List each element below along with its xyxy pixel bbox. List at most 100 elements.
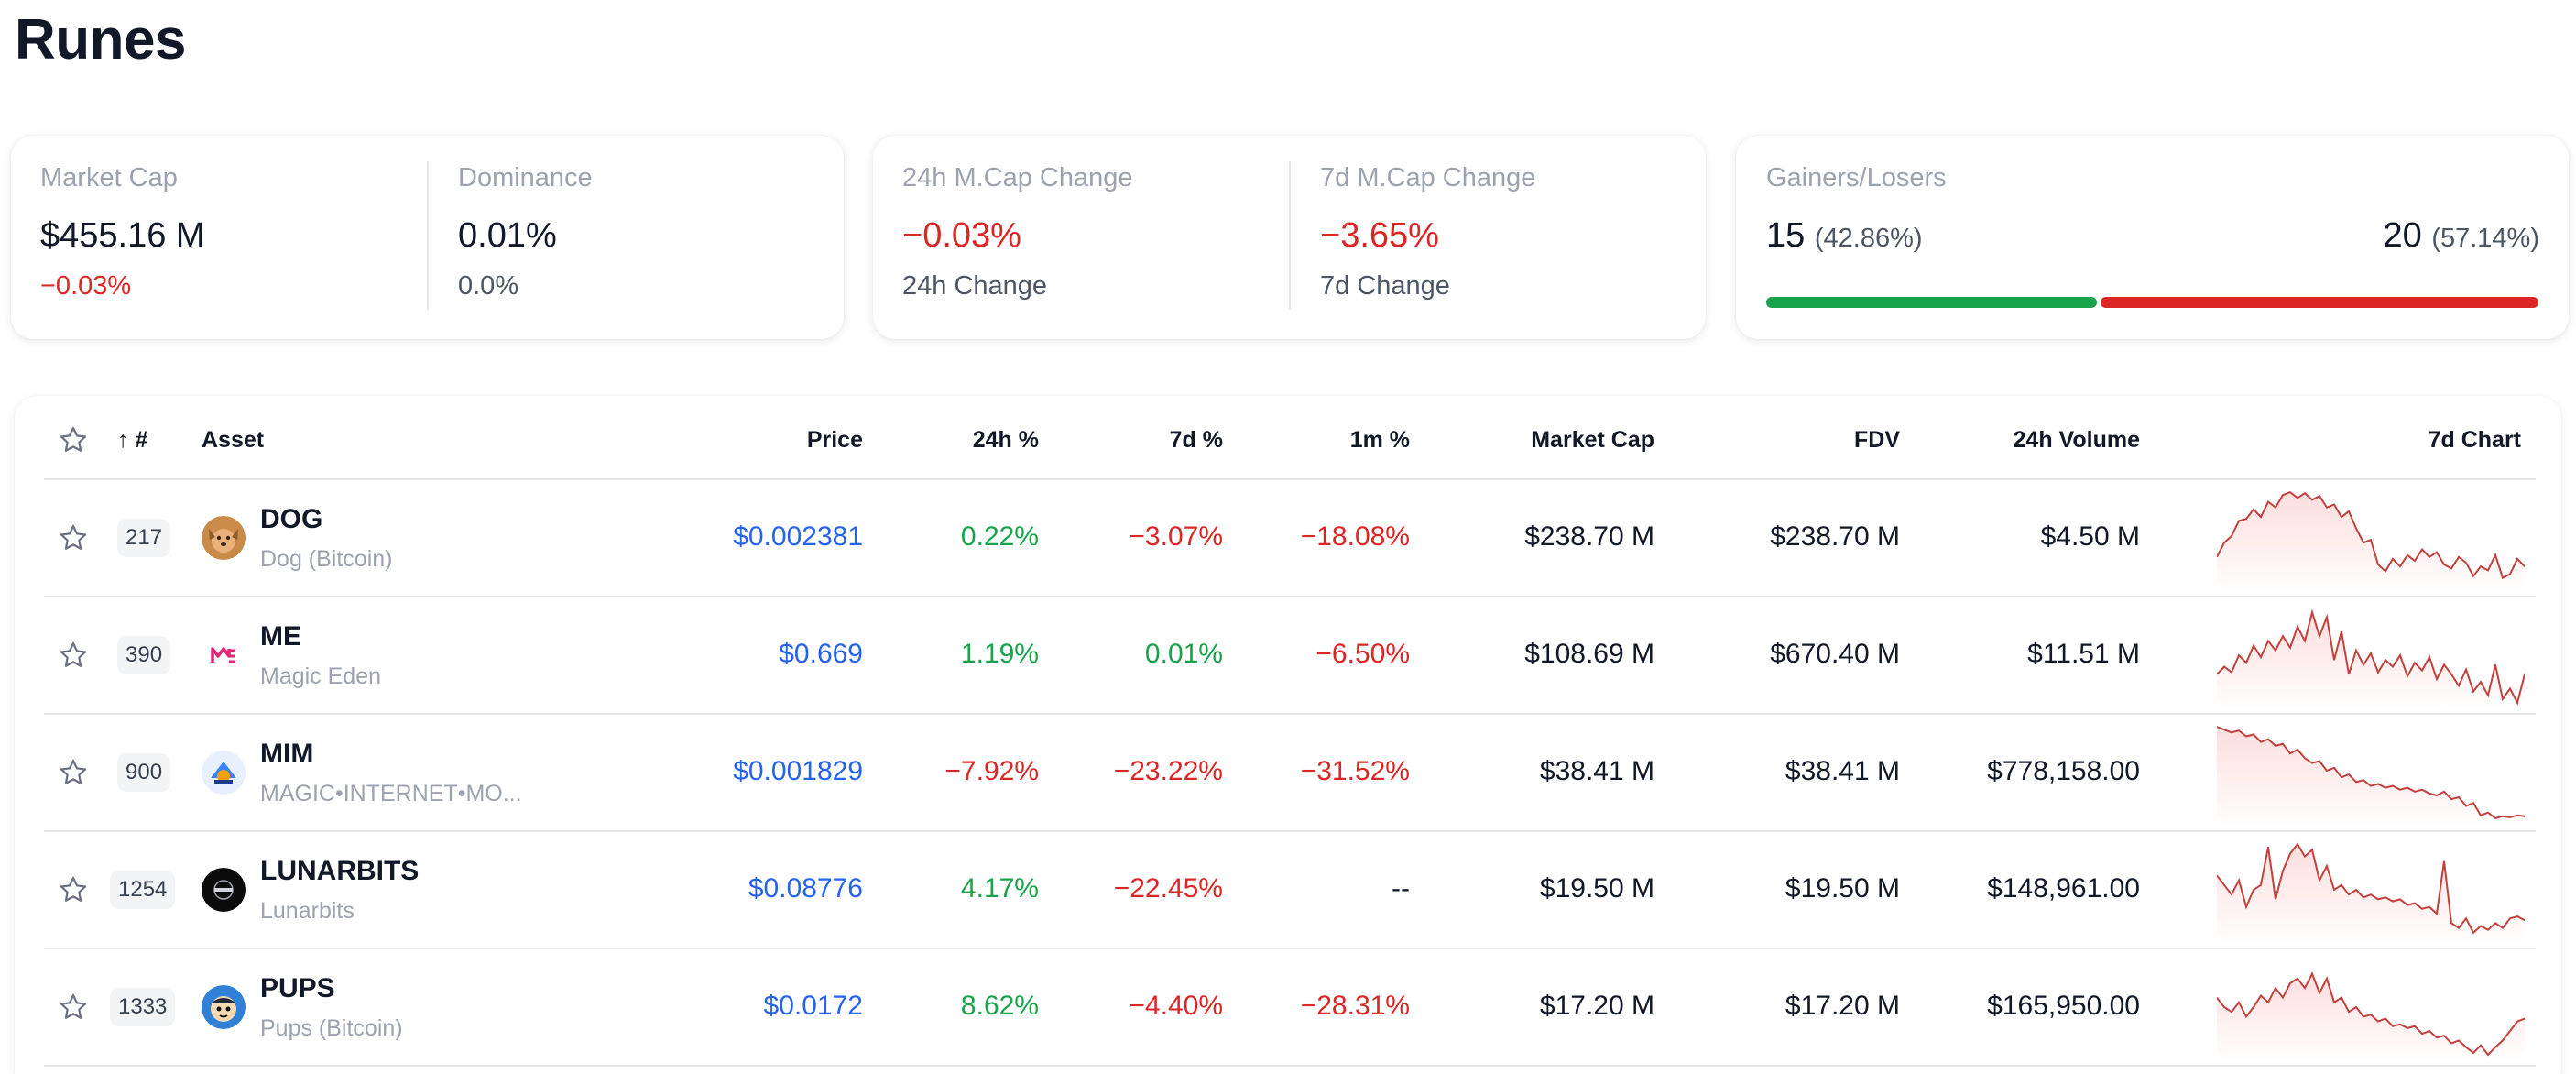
sparkline-line: [2217, 726, 2525, 819]
sparkline-line: [2217, 490, 2525, 580]
change-7d-label: 7d M.Cap Change: [1320, 163, 1536, 192]
fdv-cell: $19.50 M: [1785, 873, 1900, 904]
sparkline-7d: [2217, 490, 2525, 593]
row-divider: [44, 830, 2536, 832]
sparkline-7d: [2217, 842, 2525, 945]
change-7d-sub: 7d Change: [1320, 271, 1450, 301]
sparkline-7d: [2217, 971, 2525, 1062]
losers-percent: (57.14%): [2431, 224, 2539, 253]
column-price[interactable]: Price: [806, 427, 863, 453]
rank-badge: 217: [117, 519, 171, 557]
losers-count: 20 (57.14%): [2383, 216, 2539, 256]
rank-badge: 1254: [110, 871, 176, 909]
market-cap-label: Market Cap: [40, 163, 178, 192]
asset-symbol[interactable]: LUNARBITS: [260, 856, 420, 886]
rank-badge: 390: [117, 636, 171, 674]
market-cap-cell: $17.20 M: [1539, 991, 1654, 1021]
change-7d-value: −3.65%: [1320, 216, 1439, 255]
dominance-label: Dominance: [458, 163, 593, 192]
price-cell: $0.001829: [733, 756, 863, 786]
star-icon[interactable]: [58, 424, 89, 455]
header-divider: [44, 478, 2536, 480]
sparkline-line: [2217, 608, 2525, 706]
column-asset[interactable]: Asset: [202, 427, 265, 453]
asset-name: Magic Eden: [260, 663, 382, 689]
page-title: Runes: [15, 8, 186, 71]
column-24h-change[interactable]: 24h %: [972, 427, 1039, 453]
sparkline-7d: [2217, 726, 2525, 827]
star-icon[interactable]: [58, 757, 89, 788]
gainers-count: 15 (42.86%): [1766, 216, 1923, 256]
price-cell: $0.08776: [748, 873, 863, 904]
fdv-cell: $670.40 M: [1770, 639, 1900, 669]
asset-symbol[interactable]: MIM: [260, 739, 314, 769]
volume-24h-cell: $778,158.00: [1987, 756, 2140, 786]
change-24h-cell: 8.62%: [960, 991, 1039, 1021]
market-cap-change: −0.03%: [40, 271, 132, 301]
gainers-losers-label: Gainers/Losers: [1766, 163, 1947, 192]
volume-24h-cell: $11.51 M: [2027, 639, 2140, 669]
fdv-cell: $238.70 M: [1770, 521, 1900, 552]
change-1m-cell: −28.31%: [1300, 991, 1410, 1021]
market-cap-cell: $108.69 M: [1524, 639, 1654, 669]
change-24h-sub: 24h Change: [902, 271, 1048, 301]
asset-symbol[interactable]: ME: [260, 621, 301, 652]
dominance-change: 0.0%: [458, 271, 519, 301]
star-icon[interactable]: [58, 522, 89, 553]
rank-badge: 1333: [110, 988, 176, 1026]
asset-name: Dog (Bitcoin): [260, 546, 393, 572]
column-7d-chart[interactable]: 7d Chart: [2428, 427, 2521, 453]
row-divider: [44, 1065, 2536, 1067]
column-market-cap[interactable]: Market Cap: [1531, 427, 1654, 453]
divider: [427, 161, 429, 310]
column-7d-change[interactable]: 7d %: [1169, 427, 1223, 453]
sparkline-7d: [2217, 608, 2525, 710]
column-rank[interactable]: ↑ #: [117, 427, 148, 453]
star-icon[interactable]: [58, 640, 89, 671]
price-cell: $0.0172: [763, 991, 863, 1021]
change-24h-label: 24h M.Cap Change: [902, 163, 1133, 192]
market-cap-cell: $19.50 M: [1539, 873, 1654, 904]
sparkline-area: [2217, 844, 2525, 945]
change-1m-cell: −18.08%: [1300, 521, 1410, 552]
market-cap-value: $455.16 M: [40, 216, 205, 255]
losers-number: 20: [2383, 216, 2422, 255]
market-cap-cell: $38.41 M: [1539, 756, 1654, 786]
asset-name: MAGIC•INTERNET•MO...: [260, 781, 522, 806]
volume-24h-cell: $4.50 M: [2040, 521, 2140, 552]
dog-icon: [202, 516, 246, 560]
column-24h-volume[interactable]: 24h Volume: [2013, 427, 2140, 453]
row-divider: [44, 596, 2536, 597]
market-cap-cell: $238.70 M: [1524, 521, 1654, 552]
change-1m-cell: −31.52%: [1300, 756, 1410, 786]
sparkline-area: [2217, 612, 2525, 710]
change-7d-cell: −22.45%: [1113, 873, 1223, 904]
gainers-bar: [1766, 297, 2097, 308]
sparkline-line: [2217, 842, 2525, 935]
fdv-cell: $17.20 M: [1785, 991, 1900, 1021]
fdv-cell: $38.41 M: [1785, 756, 1900, 786]
change-7d-cell: 0.01%: [1144, 639, 1223, 669]
change-1m-cell: --: [1392, 873, 1410, 904]
mim-icon: [202, 751, 246, 795]
change-24h-value: −0.03%: [902, 216, 1021, 255]
rank-badge: 900: [117, 753, 171, 792]
column-1m-change[interactable]: 1m %: [1349, 427, 1410, 453]
row-divider: [44, 713, 2536, 715]
change-7d-cell: −3.07%: [1129, 521, 1223, 552]
asset-symbol[interactable]: DOG: [260, 504, 323, 534]
column-fdv[interactable]: FDV: [1854, 427, 1900, 453]
star-icon[interactable]: [58, 874, 89, 905]
pups-icon: [202, 985, 246, 1029]
asset-symbol[interactable]: PUPS: [260, 973, 335, 1003]
row-divider: [44, 948, 2536, 949]
gainers-percent: (42.86%): [1814, 224, 1923, 253]
asset-name: Lunarbits: [260, 898, 355, 924]
star-icon[interactable]: [58, 992, 89, 1023]
divider: [1289, 161, 1291, 310]
mcap-change-card: 24h M.Cap Change −0.03% 24h Change 7d M.…: [873, 136, 1706, 339]
gainers-losers-card: Gainers/Losers 15 (42.86%) 20 (57.14%): [1736, 136, 2569, 339]
asset-name: Pups (Bitcoin): [260, 1015, 403, 1041]
losers-bar: [2101, 297, 2538, 308]
volume-24h-cell: $165,950.00: [1987, 991, 2140, 1021]
